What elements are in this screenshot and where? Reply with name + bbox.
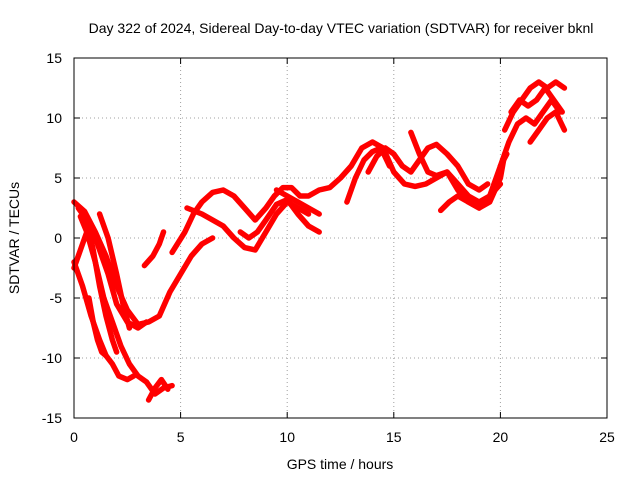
y-tick-label: 0 <box>54 230 62 246</box>
x-tick-label: 5 <box>177 429 185 445</box>
series-line-pass-5 <box>145 376 171 403</box>
series-line-pass-14 <box>344 145 393 205</box>
series-line-pass-2 <box>71 223 150 331</box>
y-axis-title: SDTVAR / TECUs <box>6 182 22 294</box>
grid <box>74 58 607 418</box>
series-line-pass-12 <box>237 196 322 241</box>
data-series <box>71 79 568 403</box>
series-line-pass-21 <box>497 97 563 169</box>
x-tick-label: 20 <box>493 429 509 445</box>
series-line-pass-17 <box>437 151 510 214</box>
series-line-pass-13 <box>273 187 322 217</box>
x-tick-label: 0 <box>70 429 78 445</box>
y-tick-label: 15 <box>46 50 62 66</box>
x-tick-label: 10 <box>279 429 295 445</box>
series-line-pass-15 <box>365 141 491 193</box>
axis-ticks <box>73 57 608 419</box>
series-line-pass-6 <box>75 205 120 355</box>
series-line-pass-9 <box>141 229 167 269</box>
series-line-pass-7 <box>86 295 109 359</box>
series-line-pass-20 <box>527 109 568 145</box>
y-tick-label: 10 <box>46 110 62 126</box>
x-tick-label: 25 <box>599 429 615 445</box>
series-line-pass-8 <box>96 211 133 331</box>
y-tick-label: -15 <box>42 410 62 426</box>
plot-frame <box>73 57 608 419</box>
y-tick-label: 5 <box>54 170 62 186</box>
x-tick-label: 15 <box>386 429 402 445</box>
y-tick-label: -10 <box>42 350 62 366</box>
chart-title: Day 322 of 2024, Sidereal Day-to-day VTE… <box>89 20 594 36</box>
axis-tick-labels: 0 5 10 15 20 25 -15 -10 -5 0 5 10 15 <box>42 50 615 445</box>
y-tick-label: -5 <box>50 290 63 306</box>
x-axis-title: GPS time / hours <box>287 456 394 472</box>
